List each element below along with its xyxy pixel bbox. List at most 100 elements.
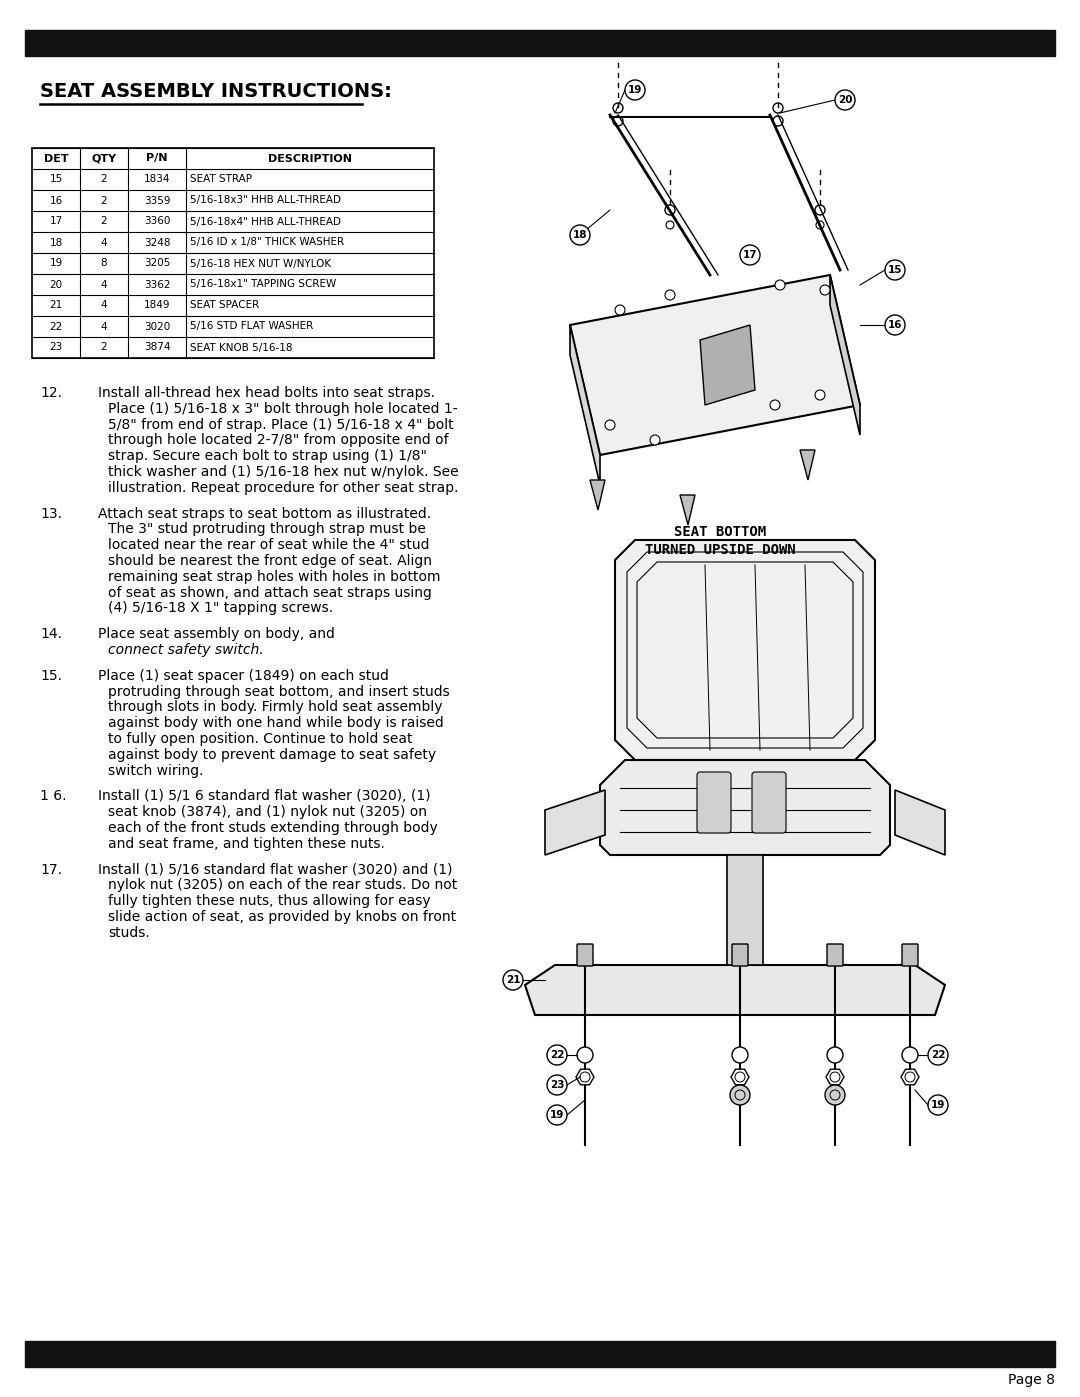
Polygon shape xyxy=(826,1069,843,1085)
Text: strap. Secure each bolt to strap using (1) 1/8": strap. Secure each bolt to strap using (… xyxy=(108,450,427,464)
Text: 22: 22 xyxy=(931,1051,945,1060)
Text: Install (1) 5/16 standard flat washer (3020) and (1): Install (1) 5/16 standard flat washer (3… xyxy=(98,862,453,876)
FancyBboxPatch shape xyxy=(577,944,593,965)
Text: 5/16 ID x 1/8" THICK WASHER: 5/16 ID x 1/8" THICK WASHER xyxy=(190,237,345,247)
Circle shape xyxy=(928,1045,948,1065)
Text: 8: 8 xyxy=(100,258,107,268)
Text: 4: 4 xyxy=(100,321,107,331)
Circle shape xyxy=(546,1105,567,1125)
Text: each of the front studs extending through body: each of the front studs extending throug… xyxy=(108,821,437,835)
Circle shape xyxy=(815,390,825,400)
Polygon shape xyxy=(590,481,605,510)
Text: 20: 20 xyxy=(838,95,852,105)
Text: SEAT BOTTOM: SEAT BOTTOM xyxy=(674,525,766,539)
Text: SEAT ASSEMBLY INSTRUCTIONS:: SEAT ASSEMBLY INSTRUCTIONS: xyxy=(40,82,392,101)
Polygon shape xyxy=(680,495,696,525)
Polygon shape xyxy=(615,541,875,760)
Text: 16: 16 xyxy=(50,196,63,205)
Text: 19: 19 xyxy=(627,85,643,95)
Text: 3874: 3874 xyxy=(144,342,171,352)
FancyBboxPatch shape xyxy=(752,773,786,833)
Text: SEAT SPACER: SEAT SPACER xyxy=(190,300,259,310)
Text: 15: 15 xyxy=(50,175,63,184)
Circle shape xyxy=(885,314,905,335)
Circle shape xyxy=(570,225,590,244)
Text: 16: 16 xyxy=(888,320,902,330)
Text: slide action of seat, as provided by knobs on front: slide action of seat, as provided by kno… xyxy=(108,909,456,923)
Text: SEAT STRAP: SEAT STRAP xyxy=(190,175,252,184)
Text: 23: 23 xyxy=(50,342,63,352)
Circle shape xyxy=(625,80,645,101)
Text: of seat as shown, and attach seat straps using: of seat as shown, and attach seat straps… xyxy=(108,585,432,599)
Text: 17: 17 xyxy=(743,250,757,260)
Circle shape xyxy=(775,279,785,291)
Text: 3020: 3020 xyxy=(144,321,171,331)
Bar xyxy=(32,148,434,358)
Circle shape xyxy=(825,1085,845,1105)
Circle shape xyxy=(835,89,855,110)
Text: QTY: QTY xyxy=(92,154,117,163)
Text: 20: 20 xyxy=(50,279,63,289)
Text: 23: 23 xyxy=(550,1080,564,1090)
Polygon shape xyxy=(901,1069,919,1085)
Text: 2: 2 xyxy=(100,196,107,205)
Text: 5/16-18x3" HHB ALL-THREAD: 5/16-18x3" HHB ALL-THREAD xyxy=(190,196,341,205)
Text: 12.: 12. xyxy=(40,386,62,400)
Circle shape xyxy=(577,1046,593,1063)
Text: 15: 15 xyxy=(888,265,902,275)
Text: 15.: 15. xyxy=(40,669,62,683)
Circle shape xyxy=(885,260,905,279)
Text: 18: 18 xyxy=(572,231,588,240)
Text: 1 6.: 1 6. xyxy=(40,789,67,803)
Text: 19: 19 xyxy=(931,1099,945,1111)
Text: Page 8: Page 8 xyxy=(1008,1373,1055,1387)
Text: 2: 2 xyxy=(100,217,107,226)
Text: 3360: 3360 xyxy=(144,217,171,226)
Text: The 3" stud protruding through strap must be: The 3" stud protruding through strap mus… xyxy=(108,522,426,536)
Text: DESCRIPTION: DESCRIPTION xyxy=(268,154,352,163)
Polygon shape xyxy=(570,275,860,455)
Circle shape xyxy=(650,434,660,446)
Text: 5/16-18 HEX NUT W/NYLOK: 5/16-18 HEX NUT W/NYLOK xyxy=(190,258,332,268)
Text: 4: 4 xyxy=(100,300,107,310)
Text: DET: DET xyxy=(43,154,68,163)
Circle shape xyxy=(665,291,675,300)
Bar xyxy=(727,855,762,965)
Text: and seat frame, and tighten these nuts.: and seat frame, and tighten these nuts. xyxy=(108,837,384,851)
Text: Attach seat straps to seat bottom as illustrated.: Attach seat straps to seat bottom as ill… xyxy=(98,507,431,521)
Circle shape xyxy=(770,400,780,409)
Circle shape xyxy=(827,1046,843,1063)
Circle shape xyxy=(820,285,831,295)
Circle shape xyxy=(546,1045,567,1065)
Polygon shape xyxy=(525,965,945,1016)
Text: 5/8" from end of strap. Place (1) 5/16-18 x 4" bolt: 5/8" from end of strap. Place (1) 5/16-1… xyxy=(108,418,454,432)
Polygon shape xyxy=(831,275,860,434)
Text: (4) 5/16-18 X 1" tapping screws.: (4) 5/16-18 X 1" tapping screws. xyxy=(108,601,333,616)
Text: Install (1) 5/1 6 standard flat washer (3020), (1): Install (1) 5/1 6 standard flat washer (… xyxy=(98,789,431,803)
Text: 21: 21 xyxy=(50,300,63,310)
Circle shape xyxy=(928,1095,948,1115)
Text: switch wiring.: switch wiring. xyxy=(108,764,203,778)
Text: connect safety switch.: connect safety switch. xyxy=(108,643,264,657)
Polygon shape xyxy=(576,1069,594,1085)
Text: SEAT KNOB 5/16-18: SEAT KNOB 5/16-18 xyxy=(190,342,293,352)
Text: P/N: P/N xyxy=(146,154,167,163)
Text: through hole located 2-7/8" from opposite end of: through hole located 2-7/8" from opposit… xyxy=(108,433,448,447)
Text: to fully open position. Continue to hold seat: to fully open position. Continue to hold… xyxy=(108,732,413,746)
FancyBboxPatch shape xyxy=(902,944,918,965)
Circle shape xyxy=(615,305,625,314)
Text: 2: 2 xyxy=(100,342,107,352)
Text: 19: 19 xyxy=(550,1111,564,1120)
Circle shape xyxy=(503,970,523,990)
Polygon shape xyxy=(570,326,600,485)
FancyBboxPatch shape xyxy=(697,773,731,833)
Circle shape xyxy=(740,244,760,265)
Bar xyxy=(25,29,1055,56)
Text: 17: 17 xyxy=(50,217,63,226)
Text: nylok nut (3205) on each of the rear studs. Do not: nylok nut (3205) on each of the rear stu… xyxy=(108,879,457,893)
Text: Place (1) 5/16-18 x 3" bolt through hole located 1-: Place (1) 5/16-18 x 3" bolt through hole… xyxy=(108,402,458,416)
Text: 17.: 17. xyxy=(40,862,62,876)
Text: illustration. Repeat procedure for other seat strap.: illustration. Repeat procedure for other… xyxy=(108,481,459,495)
Text: 3362: 3362 xyxy=(144,279,171,289)
Text: 19: 19 xyxy=(50,258,63,268)
